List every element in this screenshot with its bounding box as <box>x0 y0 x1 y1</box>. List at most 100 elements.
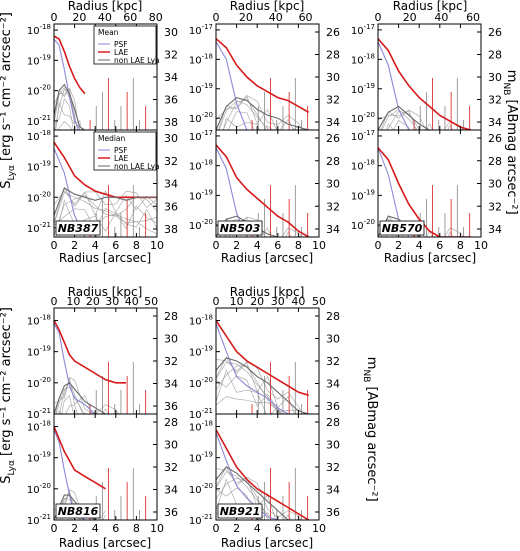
y-tick-exponent: -19 <box>40 160 51 168</box>
y-tick-exponent: -21 <box>202 513 213 521</box>
panel-nb816-median: 10-18 10-19 10-20 10-21 <box>27 413 158 527</box>
panel-nb387-median: 10-18 10-19 10-20 10-21 <box>27 129 158 238</box>
mag-tick-label: 32 <box>488 94 502 107</box>
x-tick-label: 6 <box>274 522 281 535</box>
legend-median <box>93 131 157 171</box>
nonlae-trace-line <box>216 465 309 520</box>
mag-tick-label: 34 <box>326 378 340 391</box>
series-line-psf <box>378 147 471 237</box>
kpc-tick-label: 60 <box>299 11 313 24</box>
y-tick-label: 10-19 <box>189 188 213 202</box>
mag-tick-label: 28 <box>326 310 340 323</box>
nonlae-trace-line <box>222 117 261 130</box>
mag-tick-label: 34 <box>326 116 340 129</box>
mag-tick-label: 36 <box>164 506 178 519</box>
y-tick-exponent: -21 <box>202 407 213 415</box>
series-line-psf <box>216 147 309 237</box>
y-tick-label: 10-19 <box>27 160 51 174</box>
mag-tick-label: 28 <box>164 416 178 429</box>
y-tick-label: 10-21 <box>27 513 51 527</box>
mag-tick-label: 28 <box>326 155 340 168</box>
left-ylabel-main: S <box>0 180 15 189</box>
x-tick-label: 0 <box>51 522 58 535</box>
y-tick-exponent: -19 <box>202 345 213 353</box>
mag-tick-label: 32 <box>164 49 178 62</box>
y-tick-label: 10-20 <box>27 376 51 390</box>
kpc-tick-label: 20 <box>239 11 253 24</box>
kpc-tick-label: 10 <box>66 295 80 308</box>
y-tick-label: 10-20 <box>189 218 213 232</box>
y-tick-label: 10-20 <box>27 190 51 204</box>
y-tick-exponent: -20 <box>202 111 213 119</box>
nonlae-trace-line <box>387 110 466 130</box>
right-ylabel-sub-2: NB <box>361 369 372 383</box>
y-tick-label: 10-19 <box>189 82 213 96</box>
series-line-psf <box>378 41 471 130</box>
y-tick-exponent: -20 <box>202 376 213 384</box>
y-tick-exponent: -20 <box>202 218 213 226</box>
nonlae-trace-line <box>54 87 80 130</box>
noise-traces <box>378 78 471 130</box>
y-tick-exponent: -19 <box>40 345 51 353</box>
kpc-tick-label: 20 <box>403 11 417 24</box>
y-tick-label: 10-18 <box>189 159 213 173</box>
mag-tick-label: 34 <box>164 484 178 497</box>
y-tick-label: 10-19 <box>27 451 51 465</box>
mag-tick-label: 30 <box>164 439 178 452</box>
x-axis-title-top: Radius [kpc] <box>68 285 143 299</box>
x-axis-title-top: Radius [kpc] <box>68 0 143 13</box>
series-line-non-lae-lya <box>54 382 127 414</box>
y-tick-exponent: -20 <box>202 482 213 490</box>
y-tick-label: 10-18 <box>27 313 51 327</box>
mag-tick-label: 28 <box>326 416 340 429</box>
kpc-tick-label: 40 <box>125 295 139 308</box>
left-ylabel-main-2: S <box>0 475 15 484</box>
kpc-tick-label: 0 <box>375 11 382 24</box>
series-line-non-lae-lya <box>216 96 309 130</box>
y-tick-exponent: -19 <box>364 188 375 196</box>
y-tick-exponent: -20 <box>40 376 51 384</box>
nonlae-trace-line <box>218 100 271 130</box>
nonlae-trace-line <box>55 101 76 130</box>
y-tick-exponent: -21 <box>40 221 51 229</box>
right-ylabel-main: m <box>503 69 519 83</box>
y-tick-label: 10-18 <box>189 313 213 327</box>
mag-tick-label: 34 <box>488 116 502 129</box>
x-tick-label: 8 <box>295 239 302 252</box>
series-line-non-lae-lya <box>378 215 471 237</box>
mag-tick-label: 30 <box>326 439 340 452</box>
mag-tick-label: 26 <box>326 26 340 39</box>
x-tick-label: 6 <box>112 522 119 535</box>
panel-frame <box>215 23 320 131</box>
mag-tick-label: 34 <box>164 71 178 84</box>
y-tick-label: 10-20 <box>189 376 213 390</box>
kpc-tick-label: 40 <box>269 11 283 24</box>
noise-traces <box>216 78 309 130</box>
series-line-non-lae-lya <box>216 466 309 520</box>
x-tick-label: 0 <box>51 239 58 252</box>
legend-entry: PSF <box>114 40 128 49</box>
series-line-psf <box>54 38 85 130</box>
y-tick-exponent: -18 <box>202 313 213 321</box>
kpc-tick-label: 40 <box>434 11 448 24</box>
nonlae-trace-line <box>58 121 73 130</box>
series-line-psf <box>216 323 309 414</box>
mag-tick-label: 32 <box>164 461 178 474</box>
nonlae-trace-line <box>380 110 471 130</box>
kpc-tick-label: 60 <box>466 11 480 24</box>
y-tick-exponent: -21 <box>40 407 51 415</box>
mag-tick-label: 30 <box>488 71 502 84</box>
series-line-non-lae-lya <box>378 105 471 130</box>
mag-tick-label: 28 <box>488 155 502 168</box>
x-tick-label: 4 <box>416 239 423 252</box>
nonlae-trace-line <box>55 199 157 237</box>
x-axis-title-top: Radius [kpc] <box>230 0 305 13</box>
y-tick-label: 10-18 <box>189 52 213 66</box>
x-tick-label: 6 <box>274 239 281 252</box>
filter-label: NB503 <box>220 222 261 235</box>
y-tick-exponent: -20 <box>40 190 51 198</box>
y-tick-exponent: -18 <box>40 129 51 137</box>
mag-tick-label: 30 <box>326 178 340 191</box>
series-line-non-lae-lya <box>54 83 86 130</box>
kpc-tick-label: 20 <box>250 295 264 308</box>
